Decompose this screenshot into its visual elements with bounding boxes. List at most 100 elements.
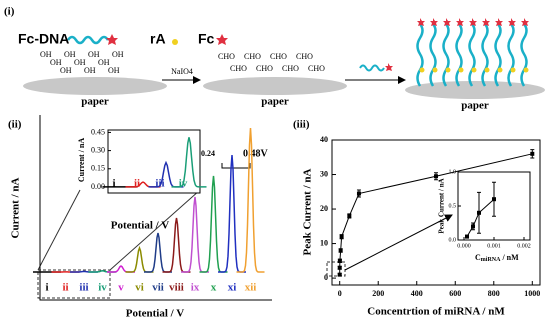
panel-label: (iii) [293, 119, 310, 131]
hydroxyl: OH [98, 58, 110, 67]
ferrocene [443, 18, 451, 26]
strand [442, 23, 450, 87]
reagent: NaIO4 [171, 67, 193, 76]
aldehyde: CHO [296, 52, 313, 61]
x-tick-label: ii [134, 178, 140, 190]
axis [39, 115, 272, 301]
y-tick-label: 0 [324, 273, 328, 282]
x-tick-label: ix [191, 282, 200, 294]
y-axis-label: Peak Current / nA [438, 178, 446, 233]
paper-label: paper [81, 96, 109, 108]
annotation: 0.48V [243, 148, 269, 159]
ribo [497, 67, 503, 73]
point [356, 191, 361, 196]
ribo [432, 67, 438, 73]
x-tick-label: i [45, 282, 48, 294]
strand [468, 23, 476, 87]
ferrocene [417, 18, 425, 26]
point [477, 210, 481, 215]
hydroxyl: OH [112, 50, 124, 59]
annotation: 0.24 [201, 149, 215, 158]
y-axis-label: Current / nA [10, 177, 22, 238]
y-tick-label: 20 [320, 204, 328, 213]
strand [429, 23, 437, 87]
ferrocene [508, 18, 516, 26]
panel-label: (i) [4, 6, 15, 18]
aldehyde: CHO [244, 52, 261, 61]
point [492, 197, 496, 202]
strand [481, 23, 489, 87]
x-tick-label: v [118, 282, 124, 294]
legend-label: Fc [198, 31, 215, 47]
point [337, 258, 342, 263]
x-tick-label: iii [155, 178, 164, 190]
x-tick-label: x [211, 282, 217, 294]
ferrocene [430, 18, 438, 26]
x-axis-label: CmiRNA / nM [475, 253, 519, 264]
hydroxyl: OH [84, 66, 96, 75]
strand [416, 23, 424, 87]
ribo [523, 67, 529, 73]
x-axis-label-part: / nM [500, 253, 519, 262]
x-axis-label: Potential / V [111, 220, 170, 232]
aldehyde: CHO [218, 52, 235, 61]
paper-label: paper [261, 96, 289, 108]
point [465, 234, 469, 239]
x-tick-label: 0.000 [457, 243, 471, 249]
strand [494, 23, 502, 87]
hydroxyl: OH [88, 50, 100, 59]
x-tick-label: 0.001 [487, 243, 501, 249]
x-tick-label: 600 [449, 289, 461, 298]
strand [507, 23, 515, 87]
x-axis-label: Potential / V [126, 308, 185, 320]
point [338, 248, 343, 253]
point [337, 272, 342, 277]
y-tick-label: 10 [320, 238, 328, 247]
aldehyde: CHO [230, 64, 247, 73]
point [347, 213, 352, 218]
point [434, 174, 438, 179]
y-axis-label: Current / nA [77, 138, 86, 183]
x-tick-label: xii [245, 282, 257, 294]
y-tick-label: 0.45 [91, 127, 105, 136]
ribo [419, 67, 425, 73]
point [471, 224, 475, 229]
aldehyde: CHO [256, 64, 273, 73]
peak [181, 196, 209, 273]
ribo [458, 67, 464, 73]
peak [236, 127, 265, 273]
y-tick-label: 0.15 [91, 164, 105, 173]
paper-label: paper [461, 100, 489, 112]
hydroxyl: OH [74, 58, 86, 67]
ribo [445, 67, 451, 73]
hydroxyl: OH [108, 66, 120, 75]
x-tick-label: ii [62, 282, 68, 294]
y-axis-label: Peak Current / nA [302, 169, 314, 256]
x-tick-label: 0.002 [517, 243, 531, 249]
x-tick-label: xi [228, 282, 237, 294]
x-axis-label-part: miRNA [481, 257, 501, 263]
point [530, 151, 535, 156]
x-tick-label: 400 [411, 289, 423, 298]
ribo [510, 67, 516, 73]
aldehyde: CHO [270, 52, 287, 61]
peak [125, 245, 154, 273]
plot-frame [331, 139, 541, 286]
x-axis-label: Concentrtion of miRNA / nM [367, 306, 505, 318]
x-tick-label: iv [98, 282, 107, 294]
x-tick-label: vii [152, 282, 164, 294]
point [339, 234, 344, 239]
inset-frame [107, 129, 201, 194]
series-line [466, 198, 495, 237]
legend-label: Fc-DNA [18, 31, 69, 47]
aldehyde: CHO [282, 64, 299, 73]
hydroxyl: OH [64, 50, 76, 59]
x-tick-label: 800 [488, 289, 500, 298]
x-tick-label: vi [135, 282, 144, 294]
ferrocene [482, 18, 490, 26]
y-tick-label: 0.00 [91, 182, 105, 191]
x-axis-label-part: C [475, 253, 481, 262]
y-tick-label: 40 [320, 135, 328, 144]
x-tick-label: i [112, 178, 115, 190]
strand [455, 23, 463, 87]
